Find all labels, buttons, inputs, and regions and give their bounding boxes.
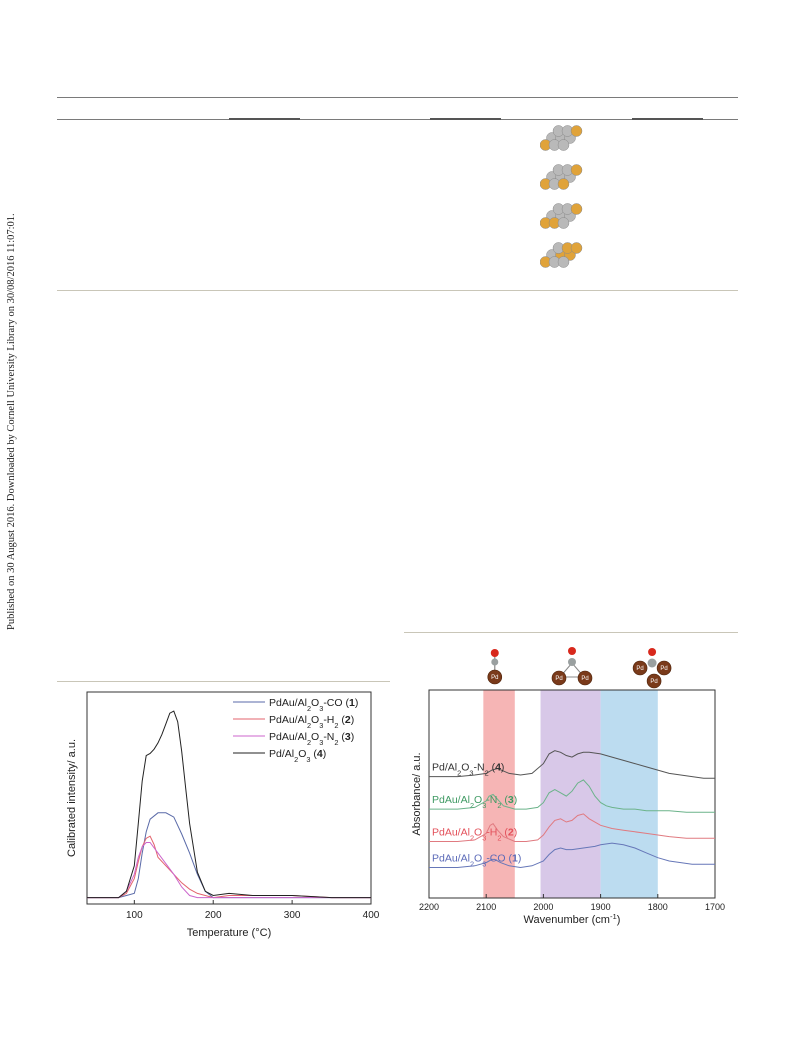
co-adsorption-model-hollow: Pd Pd Pd — [632, 648, 672, 689]
pd-atom — [646, 673, 662, 689]
x-tick-label: 200 — [205, 910, 222, 921]
x-axis-label: Temperature (°C) — [187, 927, 271, 939]
oxygen-atom — [648, 648, 657, 656]
pd-atom — [551, 670, 567, 686]
spectrum-label-4: PdAu/Al2O3-CO (1) — [432, 852, 521, 868]
highlight-band-3 — [600, 690, 658, 898]
oxygen-atom — [490, 649, 499, 657]
figure-left-rule — [57, 681, 390, 682]
legend-label-4: Pd/Al2O3 (4) — [269, 748, 326, 764]
pd-atom — [577, 670, 593, 686]
plot-frame — [86, 691, 372, 905]
spectrum-label-3: PdAu/Al2O3-H2 (2) — [432, 827, 517, 843]
pd-atom-label: Pd — [555, 676, 562, 682]
y-axis-label: Calibrated intensity/ a.u. — [66, 739, 78, 857]
legend-label-1: PdAu/Al2O3-CO (1) — [269, 697, 358, 713]
atom — [570, 125, 583, 137]
spectrum-line-1 — [429, 750, 715, 779]
ir-spectra-chart: Pd/Al2O3-N2 (4) PdAu/Al2O3-N2 (3) PdAu/Al2… — [411, 647, 725, 927]
cluster-icon-2 — [540, 164, 583, 190]
plot-frame — [428, 689, 716, 899]
pd-atom — [656, 660, 672, 676]
spectrum-line-4 — [429, 842, 715, 869]
carbon-atom — [491, 658, 499, 666]
table-column-marker — [430, 118, 501, 120]
carbon-atom — [647, 658, 657, 668]
atom — [557, 178, 570, 190]
spectrum-line-2 — [429, 779, 715, 813]
cluster-icon-1 — [540, 125, 583, 151]
co-adsorption-model-bridge: Pd Pd — [551, 647, 593, 686]
co-adsorption-model-linear: Pd — [487, 649, 503, 685]
legend-label-3: PdAu/Al2O3-N2 (3) — [269, 731, 354, 747]
cluster-icons — [540, 125, 583, 268]
highlight-band-2 — [540, 690, 601, 898]
series-line-2 — [87, 835, 371, 899]
x-tick-label: 2200 — [419, 902, 439, 912]
pd-atom-label: Pd — [650, 679, 657, 685]
x-tick-label: 1700 — [705, 902, 725, 912]
x-tick-label: 2100 — [476, 902, 496, 912]
atom — [557, 256, 570, 268]
table-column-marker — [632, 118, 703, 120]
pd-atom-label: Pd — [581, 676, 588, 682]
atom — [570, 164, 583, 176]
pd-atom-label: Pd — [660, 666, 667, 672]
legend-label-2: PdAu/Al2O3-H2 (2) — [269, 714, 354, 730]
cluster-icon-4 — [540, 242, 583, 268]
spectrum-label-2: PdAu/Al2O3-N2 (3) — [432, 794, 517, 810]
spectrum-line-3 — [429, 813, 715, 842]
atom — [570, 242, 583, 254]
figure-right-rule — [404, 632, 738, 633]
table-column-marker — [229, 118, 300, 120]
oxygen-atom — [568, 647, 576, 655]
publication-note: Published on 30 August 2016. Downloaded … — [4, 150, 22, 630]
series-line-3 — [87, 842, 371, 899]
atom — [570, 203, 583, 215]
atom — [557, 139, 570, 151]
y-axis-label: Absorbance/ a.u. — [411, 752, 423, 835]
x-tick-label: 100 — [126, 910, 143, 921]
cluster-icon-3 — [540, 203, 583, 229]
x-tick-label: 1800 — [648, 902, 668, 912]
x-tick-label: 400 — [363, 910, 380, 921]
table-bottom-rule — [57, 290, 738, 291]
publication-note-text: Published on 30 August 2016. Downloaded … — [6, 213, 17, 630]
x-tick-label: 2000 — [533, 902, 553, 912]
table-header-rule — [57, 119, 738, 120]
table-top-rule — [57, 97, 738, 98]
x-tick-label: 1900 — [591, 902, 611, 912]
carbon-atom — [568, 658, 576, 666]
spectrum-label-1: Pd/Al2O3-N2 (4) — [432, 762, 504, 778]
x-axis-label: Wavenumber (cm-1) — [524, 912, 621, 927]
highlight-band-1 — [483, 690, 515, 898]
tpd-chart: 100 200 300 400 Temperature (°C) Calibrated i… — [66, 691, 380, 939]
pd-atom-label: Pd — [636, 666, 643, 672]
pd-atom — [632, 660, 648, 676]
atom — [557, 217, 570, 229]
x-tick-label: 300 — [284, 910, 301, 921]
pd-atom-label: Pd — [491, 675, 498, 681]
pd-atom — [487, 669, 503, 685]
series-line-4 — [87, 710, 371, 899]
